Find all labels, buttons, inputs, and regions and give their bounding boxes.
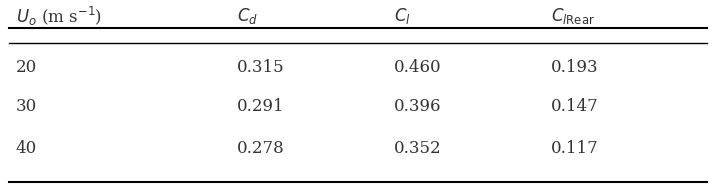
Text: $U_o$ (m s$^{-1}$): $U_o$ (m s$^{-1}$) [16, 5, 102, 28]
Text: 20: 20 [16, 59, 37, 76]
Text: 0.396: 0.396 [394, 98, 441, 115]
Text: 0.352: 0.352 [394, 140, 441, 157]
Text: 0.193: 0.193 [551, 59, 598, 76]
Text: 0.117: 0.117 [551, 140, 599, 157]
Text: $C_{l\mathrm{Rear}}$: $C_{l\mathrm{Rear}}$ [551, 6, 594, 26]
Text: 0.291: 0.291 [237, 98, 284, 115]
Text: 0.147: 0.147 [551, 98, 599, 115]
Text: $C_l$: $C_l$ [394, 6, 410, 26]
Text: 0.460: 0.460 [394, 59, 441, 76]
Text: 30: 30 [16, 98, 37, 115]
Text: 0.315: 0.315 [237, 59, 284, 76]
Text: $C_d$: $C_d$ [237, 6, 258, 26]
Text: 40: 40 [16, 140, 37, 157]
Text: 0.278: 0.278 [237, 140, 284, 157]
